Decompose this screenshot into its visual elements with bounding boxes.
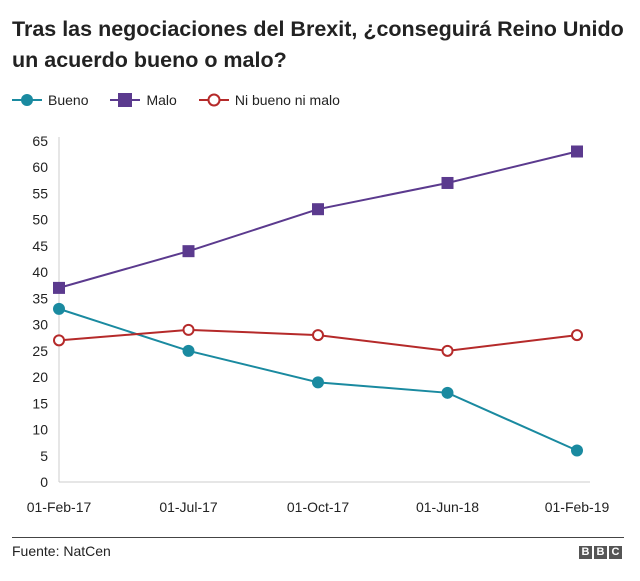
y-tick-label: 5 [40,448,48,464]
data-point-bueno [441,386,454,399]
data-point-bueno [53,302,65,315]
y-tick-label: 40 [32,264,48,280]
x-tick-label: 01-Feb-17 [27,499,92,515]
data-point-malo [182,245,195,258]
y-tick-label: 10 [32,422,48,438]
y-tick-label: 25 [32,343,48,359]
y-tick-label: 35 [32,290,48,306]
legend-item-ni-bueno-ni-malo: Ni bueno ni malo [198,92,340,108]
data-point-bueno [312,376,324,389]
y-tick-label: 50 [32,212,48,228]
y-tick-label: 15 [32,395,48,411]
legend-item-bueno: Bueno [12,92,88,108]
y-tick-label: 30 [32,317,48,333]
y-tick-label: 55 [32,185,48,201]
data-point-ni-bueno-ni-malo [571,329,583,342]
legend-label: Bueno [48,92,89,108]
y-tick-label: 60 [32,159,48,175]
data-point-ni-bueno-ni-malo [441,344,454,357]
data-point-malo [312,203,324,216]
chart-title: Tras las negociaciones del Brexit, ¿cons… [12,17,624,72]
legend: Bueno Malo Ni bueno ni malo [12,92,340,108]
hollow-circle-marker-icon [198,93,229,107]
x-tick-label: 01-Feb-19 [545,499,610,515]
series-line-malo [58,150,578,289]
data-point-ni-bueno-ni-malo [182,323,195,336]
footer-divider [12,537,624,538]
legend-label: Malo [146,92,177,108]
legend-item-malo: Malo [110,92,177,108]
x-tick-label: 01-Jul-17 [159,499,218,515]
y-tick-label: 45 [32,238,48,254]
source-note: Fuente: NatCen [12,543,111,559]
data-point-malo [53,281,65,294]
y-tick-label: 20 [32,369,48,385]
y-tick-label: 0 [40,474,48,490]
y-tick-label: 65 [32,133,48,149]
data-point-malo [571,145,583,158]
square-marker-icon [110,93,141,107]
data-point-ni-bueno-ni-malo [53,334,65,347]
circle-marker-icon [12,94,42,106]
x-tick-label: 01-Oct-17 [287,499,349,515]
data-point-bueno [571,444,583,457]
data-point-malo [441,176,454,189]
data-point-ni-bueno-ni-malo [312,329,324,342]
data-point-bueno [182,344,195,357]
legend-label: Ni bueno ni malo [234,92,340,108]
x-tick-label: 01-Jun-18 [416,499,479,515]
